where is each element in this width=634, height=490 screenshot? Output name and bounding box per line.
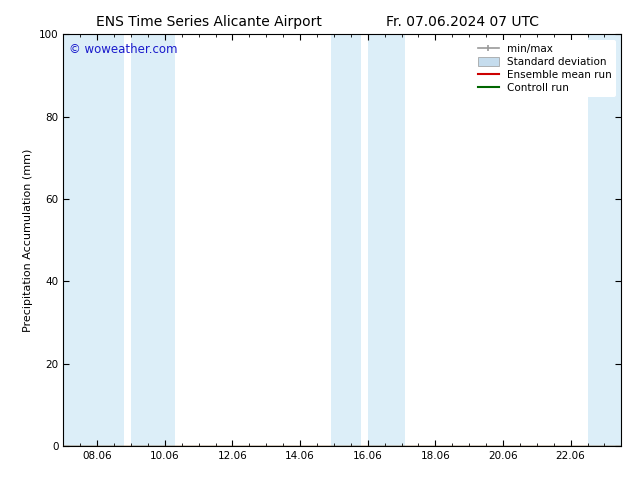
Bar (368, 34, 405, 446)
Bar (63, 34, 124, 446)
Bar (330, 34, 361, 446)
Bar (588, 34, 621, 446)
Text: © woweather.com: © woweather.com (69, 43, 178, 55)
Text: ENS Time Series Alicante Airport: ENS Time Series Alicante Airport (96, 15, 322, 29)
Legend: min/max, Standard deviation, Ensemble mean run, Controll run: min/max, Standard deviation, Ensemble me… (474, 40, 616, 97)
Text: Fr. 07.06.2024 07 UTC: Fr. 07.06.2024 07 UTC (386, 15, 540, 29)
Y-axis label: Precipitation Accumulation (mm): Precipitation Accumulation (mm) (23, 148, 34, 332)
Bar (131, 34, 175, 446)
